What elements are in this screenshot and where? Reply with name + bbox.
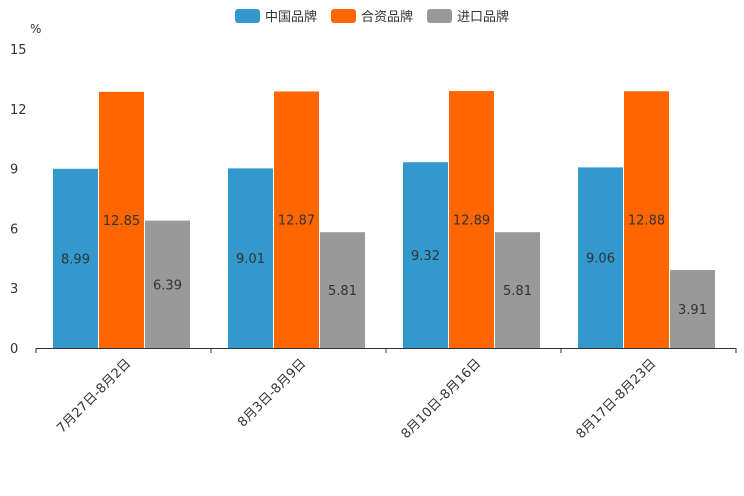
- bar[interactable]: [495, 232, 540, 348]
- bar[interactable]: [145, 220, 190, 348]
- bar[interactable]: [320, 232, 365, 348]
- legend-item-joint[interactable]: 合资品牌: [330, 6, 413, 25]
- bar[interactable]: [578, 167, 623, 348]
- y-tick-label: 12: [10, 103, 27, 118]
- bar-value-label: 9.32: [411, 249, 440, 264]
- legend-label-china: 中国品牌: [264, 10, 317, 25]
- bar-value-label: 9.06: [586, 252, 615, 267]
- y-tick-label: 15: [10, 43, 27, 58]
- legend-label-joint: 合资品牌: [360, 10, 413, 25]
- bar-value-label: 3.91: [678, 303, 707, 318]
- legend-swatch-joint: [330, 8, 356, 23]
- bar-value-labels: 8.99 12.85 6.39 9.01 12.87 5.81 9.32 12.89 5.81 9…: [61, 214, 707, 319]
- y-tick-label: 6: [10, 222, 18, 237]
- x-tick-label: 8月10日-8月16日: [399, 356, 485, 442]
- legend-item-china[interactable]: 中国品牌: [234, 6, 317, 25]
- bar[interactable]: [449, 91, 494, 349]
- y-axis-ticks: 0 3 6 9 12 15: [10, 43, 27, 357]
- y-tick-label: 9: [10, 163, 18, 178]
- x-tick-label: 8月3日-8月9日: [235, 356, 309, 430]
- bar[interactable]: [670, 270, 715, 348]
- bar[interactable]: [99, 91, 144, 349]
- bar[interactable]: [228, 168, 273, 348]
- legend-swatch-import: [427, 8, 452, 23]
- bar-value-label: 12.87: [278, 214, 315, 229]
- bar-value-label: 12.88: [628, 214, 665, 229]
- x-axis: 7月27日-8月2日 8月3日-8月9日 8月10日-8月16日 8月17日-8月23…: [35, 348, 737, 442]
- bar[interactable]: [53, 168, 98, 348]
- x-tick-label: 8月17日-8月23日: [574, 356, 660, 442]
- x-tick-label: 7月27日-8月2日: [54, 356, 134, 436]
- bar-value-label: 5.81: [328, 284, 357, 299]
- bar[interactable]: [403, 162, 448, 348]
- bar[interactable]: [274, 91, 319, 348]
- legend-swatch-china: [234, 8, 260, 23]
- legend: 中国品牌 合资品牌 进口品牌: [0, 6, 744, 25]
- bar-value-label: 8.99: [61, 252, 90, 267]
- bar[interactable]: [624, 91, 669, 348]
- bar-value-label: 9.01: [236, 252, 265, 267]
- legend-item-import[interactable]: 进口品牌: [427, 6, 509, 25]
- y-tick-label: 3: [10, 282, 18, 297]
- bar-value-label: 6.39: [153, 278, 182, 293]
- bar-value-label: 5.81: [503, 284, 532, 299]
- y-tick-label: 0: [10, 342, 18, 357]
- y-unit-label: %: [30, 22, 41, 36]
- legend-label-import: 进口品牌: [457, 10, 510, 25]
- bar-value-label: 12.89: [453, 214, 490, 229]
- bar-value-label: 12.85: [103, 214, 140, 229]
- bars-group: [53, 91, 715, 349]
